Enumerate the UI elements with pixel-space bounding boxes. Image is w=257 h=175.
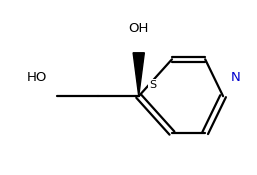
- Text: N: N: [231, 71, 241, 84]
- Text: OH: OH: [128, 22, 149, 35]
- Text: OH: OH: [128, 22, 149, 35]
- Text: S: S: [149, 80, 156, 90]
- Text: S: S: [149, 80, 156, 90]
- Text: HO: HO: [26, 71, 47, 84]
- Text: N: N: [231, 71, 241, 84]
- Text: HO: HO: [26, 71, 47, 84]
- Polygon shape: [133, 53, 144, 96]
